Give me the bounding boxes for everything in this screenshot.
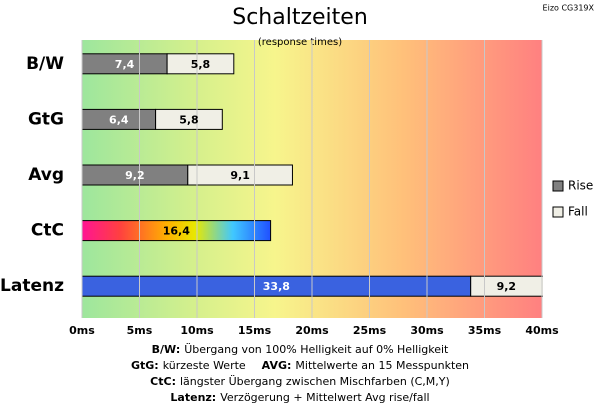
note-term: GtG:: [131, 359, 159, 372]
y-tick-label: Avg: [28, 165, 64, 185]
legend-swatch: [552, 206, 564, 218]
note-term: B/W:: [152, 343, 181, 356]
note-term: CtC:: [150, 375, 176, 388]
y-tick-label: GtG: [28, 109, 64, 129]
legend-label: Fall: [568, 205, 588, 219]
note-text: Mittelwerte an 15 Messpunkten: [295, 359, 469, 372]
bar-segment: [470, 275, 543, 297]
bar-segment: [155, 108, 223, 130]
x-tick-label: 0ms: [69, 324, 95, 337]
bar-segment: [166, 53, 235, 75]
note: CtC: längster Übergang zwischen Mischfarb…: [150, 375, 450, 388]
value-label: 9,2: [497, 280, 517, 293]
x-tick-label: 35ms: [468, 324, 502, 337]
value-label: 9,1: [230, 169, 250, 182]
x-tick-label: 30ms: [410, 324, 444, 337]
x-tick-label: 40ms: [525, 324, 559, 337]
legend-swatch: [552, 180, 564, 192]
value-label: 5,8: [179, 113, 199, 126]
note-text: kürzeste Werte: [163, 359, 246, 372]
corner-label: Eizo CG319X: [543, 4, 595, 13]
value-label: 7,4: [115, 58, 135, 71]
note: B/W: Übergang von 100% Helligkeit auf 0% …: [152, 343, 449, 356]
value-label: 33,8: [263, 280, 290, 293]
x-tick-label: 10ms: [180, 324, 214, 337]
x-tick-label: 25ms: [353, 324, 387, 337]
note: Latenz: Verzögerung + Mittelwert Avg rise…: [170, 391, 429, 404]
note-term: AVG:: [262, 359, 292, 372]
x-tick-label: 20ms: [295, 324, 329, 337]
note-term: Latenz:: [170, 391, 216, 404]
y-tick-label: CtC: [31, 221, 64, 241]
value-label: 9,2: [125, 169, 145, 182]
note-text: Verzögerung + Mittelwert Avg rise/fall: [220, 391, 429, 404]
legend-label: Rise: [568, 179, 593, 193]
bar-segment: [82, 220, 272, 242]
note-text: längster Übergang zwischen Mischfarben (…: [180, 375, 450, 388]
note-text: Übergang von 100% Helligkeit auf 0% Hell…: [184, 343, 449, 356]
value-label: 5,8: [191, 58, 211, 71]
chart-title: Schaltzeiten: [232, 5, 368, 30]
note: GtG: kürzeste Werte AVG: Mittelwerte an 15 …: [131, 359, 469, 372]
value-label: 16,4: [163, 225, 190, 238]
bar-segment: [187, 164, 293, 186]
y-tick-label: Latenz: [0, 276, 64, 296]
y-tick-label: B/W: [26, 54, 64, 74]
chart-subtitle: (response times): [258, 37, 342, 48]
x-tick-label: 15ms: [238, 324, 272, 337]
value-label: 6,4: [109, 113, 129, 126]
plot: [82, 53, 543, 297]
x-tick-label: 5ms: [127, 324, 153, 337]
